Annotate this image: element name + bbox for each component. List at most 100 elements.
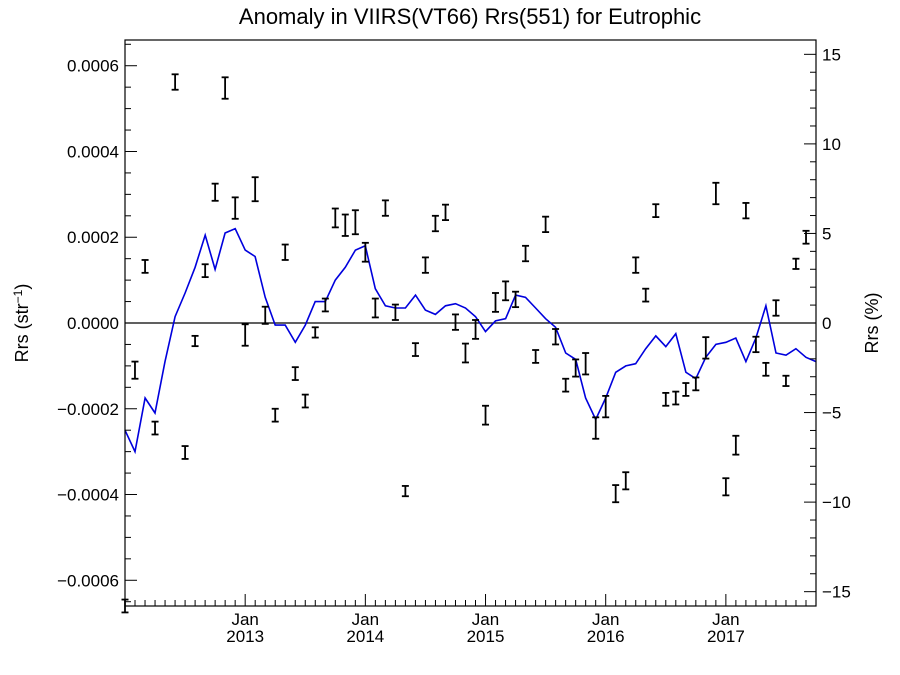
anomaly-line <box>124 227 817 455</box>
error-bar <box>732 434 740 456</box>
error-bar <box>451 313 459 331</box>
error-bar <box>221 76 229 100</box>
error-bar <box>401 485 409 498</box>
error-bar <box>752 335 760 354</box>
y2-tick-label: 5 <box>822 224 831 243</box>
y-tick-label: 0.0000 <box>67 314 119 333</box>
x-tick-year: 2015 <box>467 627 505 646</box>
error-bar <box>261 305 269 325</box>
error-bar <box>421 256 429 274</box>
error-bar <box>411 342 419 357</box>
y-axis-label: Rrs (str−1) <box>11 284 32 363</box>
error-bar <box>472 319 480 340</box>
y-tick-label: −0.0006 <box>57 571 119 590</box>
error-bar <box>782 374 790 387</box>
y2-axis-label: Rrs (%) <box>862 293 882 354</box>
error-bar <box>191 334 199 348</box>
y2-tick-label: −15 <box>822 583 851 602</box>
error-bar <box>151 420 159 436</box>
error-bar <box>251 176 259 203</box>
error-bar <box>502 280 510 302</box>
chart-title: Anomaly in VIIRS(VT66) Rrs(551) for Eutr… <box>239 4 701 29</box>
error-bar <box>131 360 139 380</box>
error-bar <box>682 382 690 397</box>
y2-tick-label: −10 <box>822 493 851 512</box>
error-bar <box>181 445 189 460</box>
error-bar <box>522 244 530 263</box>
error-bar <box>712 181 720 206</box>
error-bar <box>171 73 179 91</box>
y-tick-label: 0.0002 <box>67 228 119 247</box>
x-tick-year: 2013 <box>226 627 264 646</box>
error-bar <box>482 404 490 426</box>
error-bar <box>662 391 670 407</box>
error-bar <box>652 203 660 218</box>
y-tick-label: 0.0004 <box>67 142 119 161</box>
error-bar <box>622 471 630 491</box>
y-axis-label-superscript: −1 <box>11 289 25 303</box>
y2-tick-label: 15 <box>822 45 841 64</box>
error-bar <box>582 352 590 376</box>
x-tick-year: 2014 <box>346 627 384 646</box>
error-bar <box>512 290 520 309</box>
error-bar <box>301 393 309 409</box>
error-bar <box>431 214 439 233</box>
x-tick-month: Jan <box>231 610 258 629</box>
error-bar <box>742 202 750 220</box>
error-bar <box>792 257 800 270</box>
error-bar <box>461 342 469 364</box>
error-bar <box>672 390 680 406</box>
plot-area <box>121 73 817 614</box>
error-bar <box>201 263 209 279</box>
x-tick-year: 2017 <box>707 627 745 646</box>
error-bar <box>381 199 389 217</box>
error-bar <box>802 229 810 245</box>
error-bar <box>642 287 650 303</box>
x-tick-month: Jan <box>712 610 739 629</box>
error-bar <box>141 259 149 274</box>
y-axis-label-text: Rrs (str <box>12 303 32 362</box>
error-bar <box>231 196 239 220</box>
error-bar <box>291 366 299 381</box>
error-bar <box>592 416 600 440</box>
error-bar <box>321 297 329 313</box>
y2-tick-label: 10 <box>822 135 841 154</box>
error-bar <box>572 358 580 378</box>
right-y-axis: −15 −10 −5 0 5 10 15 <box>804 45 851 602</box>
error-bar <box>491 292 499 313</box>
error-bar <box>552 328 560 346</box>
error-bar <box>612 484 620 504</box>
x-tick-month: Jan <box>352 610 379 629</box>
error-bar <box>722 477 730 497</box>
error-bar <box>542 215 550 233</box>
error-bar <box>351 209 359 236</box>
error-bar <box>391 303 399 321</box>
x-tick-year: 2016 <box>587 627 625 646</box>
error-bar <box>632 256 640 274</box>
error-bar <box>311 326 319 339</box>
y2-tick-label: −5 <box>822 404 841 423</box>
y-tick-label: −0.0002 <box>57 400 119 419</box>
error-bar <box>702 336 710 360</box>
error-bar <box>271 407 279 423</box>
error-bar <box>341 213 349 237</box>
error-bar <box>772 299 780 317</box>
error-bar <box>692 376 700 392</box>
error-bar <box>361 241 369 263</box>
error-bar <box>331 207 339 229</box>
left-y-axis: −0.0006 −0.0004 −0.0002 0.0000 0.0002 0.0004 0… <box>57 43 137 603</box>
error-bar <box>562 377 570 393</box>
y2-tick-label: 0 <box>822 314 831 333</box>
error-bar <box>532 349 540 364</box>
error-bar <box>442 203 450 221</box>
y-tick-label: −0.0004 <box>57 486 119 505</box>
error-bar <box>602 394 610 419</box>
error-bar <box>762 361 770 377</box>
y-tick-label: 0.0006 <box>67 57 119 76</box>
error-bar <box>281 243 289 261</box>
x-tick-month: Jan <box>472 610 499 629</box>
error-bar <box>371 297 379 319</box>
x-tick-month: Jan <box>592 610 619 629</box>
